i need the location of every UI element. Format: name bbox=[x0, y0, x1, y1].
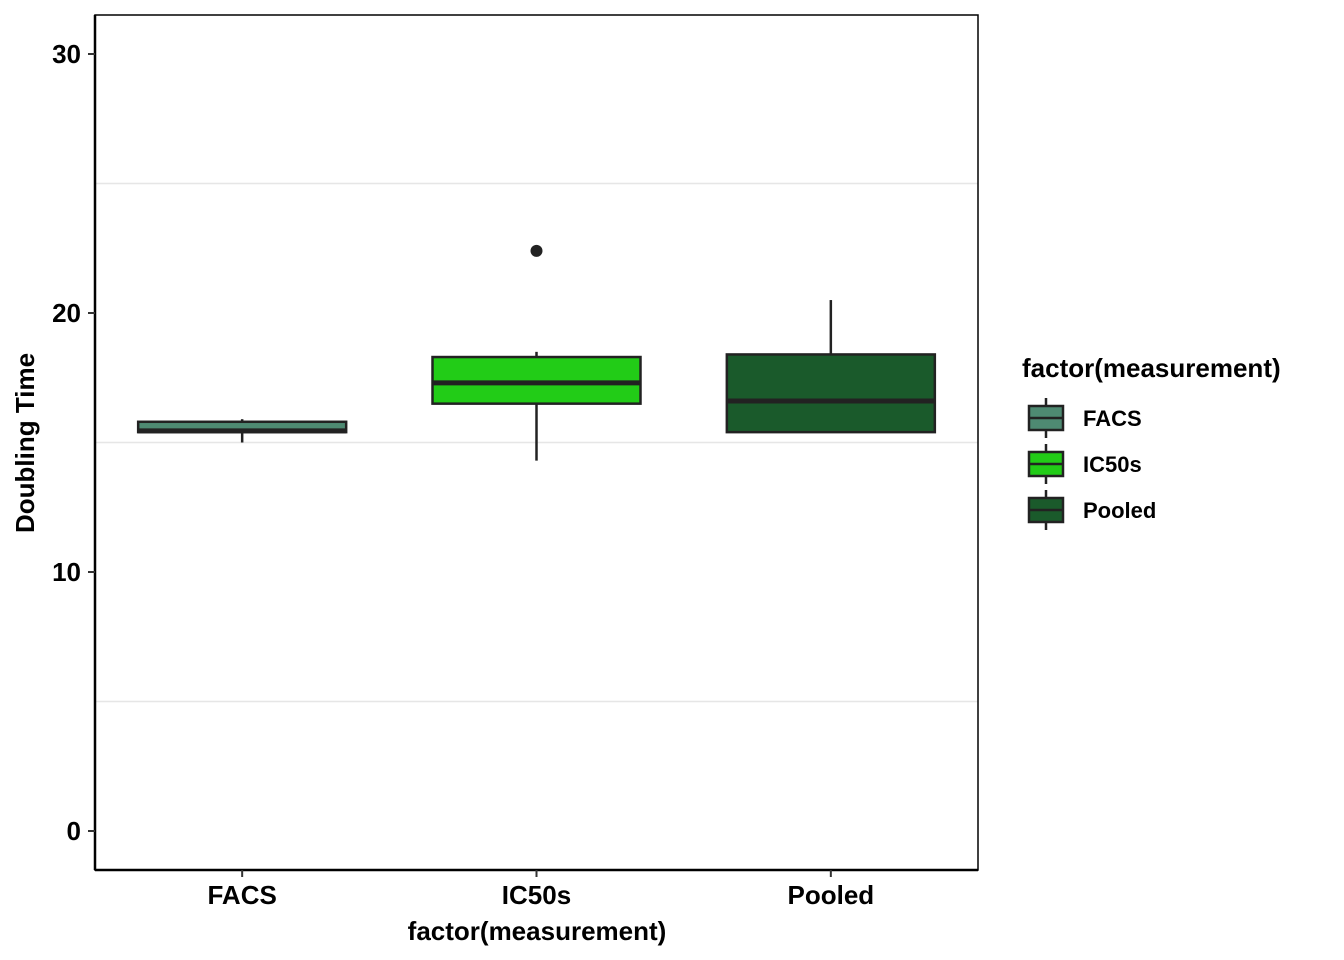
box-ic50s bbox=[431, 244, 642, 461]
legend-item-facs: FACS bbox=[1027, 398, 1142, 438]
boxes bbox=[136, 244, 937, 461]
y-tick-label: 0 bbox=[67, 816, 81, 846]
x-axis-title: factor(measurement) bbox=[408, 916, 667, 946]
y-tick-label: 20 bbox=[52, 298, 81, 328]
legend-label: FACS bbox=[1083, 406, 1142, 431]
iqr-box bbox=[431, 355, 642, 405]
y-tick-label: 10 bbox=[52, 557, 81, 587]
iqr-box bbox=[725, 353, 937, 434]
legend-item-ic50s: IC50s bbox=[1027, 444, 1142, 484]
x-tick-label: IC50s bbox=[502, 880, 571, 910]
legend-label: IC50s bbox=[1083, 452, 1142, 477]
outlier-point bbox=[530, 244, 543, 257]
axes: 0 10 20 30 FACS IC50s Pooled bbox=[52, 15, 978, 910]
legend-item-pooled: Pooled bbox=[1027, 490, 1156, 530]
box-pooled bbox=[725, 300, 937, 434]
y-tick-label: 30 bbox=[52, 39, 81, 69]
legend-label: Pooled bbox=[1083, 498, 1156, 523]
legend-title: factor(measurement) bbox=[1022, 353, 1281, 383]
y-axis-title: Doubling Time bbox=[10, 353, 40, 533]
x-tick-label: FACS bbox=[207, 880, 276, 910]
box-facs bbox=[136, 419, 348, 443]
x-tick-label: Pooled bbox=[787, 880, 874, 910]
legend: factor(measurement) FACS IC50s Pooled bbox=[1022, 353, 1281, 530]
